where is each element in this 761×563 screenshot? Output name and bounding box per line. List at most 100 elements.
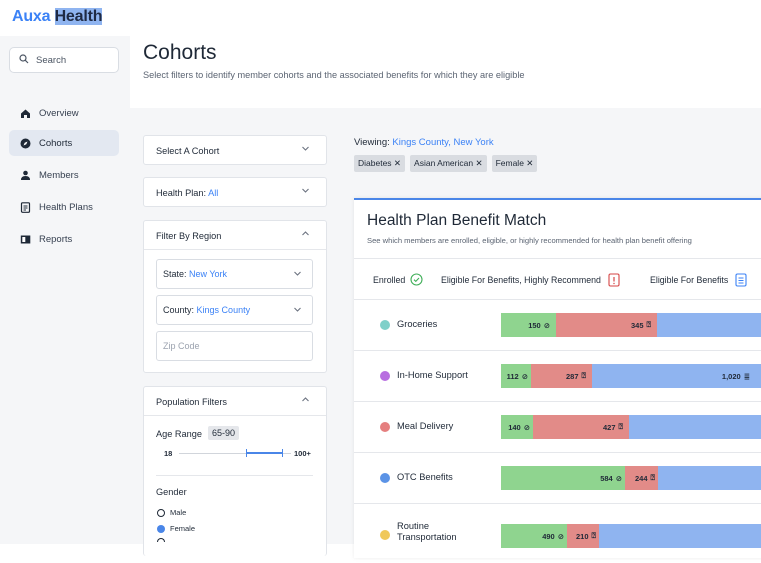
- sidebar-item-members[interactable]: Members: [9, 162, 119, 188]
- age-slider-handle-min[interactable]: [246, 449, 247, 457]
- check-circle-icon: ⊘: [523, 422, 530, 432]
- card-title: Health Plan Benefit Match: [367, 212, 547, 229]
- enrolled-segment[interactable]: 150 ⊘: [501, 313, 556, 337]
- home-icon: [20, 108, 31, 119]
- population-filter-title: Population Filters: [156, 397, 227, 407]
- benefit-label: Groceries: [397, 319, 438, 329]
- benefit-row[interactable]: Groceries 150 ⊘ 345 ⍰: [354, 300, 761, 351]
- recommend-segment[interactable]: 427 ⍰: [533, 415, 629, 439]
- sidebar-item-label: Health Plans: [39, 201, 93, 213]
- legend-enrolled-label: Enrolled: [373, 274, 406, 285]
- enrolled-segment[interactable]: 112 ⊘: [501, 364, 531, 388]
- gender-option-male[interactable]: Male: [157, 508, 186, 517]
- sidebar-item-reports[interactable]: Reports: [9, 226, 119, 252]
- eligible-segment[interactable]: [658, 466, 761, 490]
- sidebar-item-overview[interactable]: Overview: [9, 100, 119, 126]
- state-dropdown[interactable]: State: New York: [156, 259, 313, 289]
- page-header: Cohorts Select filters to identify membe…: [130, 36, 761, 108]
- recommend-count: 287: [565, 371, 579, 381]
- brand-logo[interactable]: Auxa Health: [12, 8, 102, 26]
- search-button[interactable]: Search: [9, 47, 119, 73]
- eligible-segment[interactable]: [657, 313, 761, 337]
- filter-tag-female[interactable]: Female ✕: [491, 155, 538, 172]
- benefit-bar: 112 ⊘ 287 ⍰ 1,020 ≣: [501, 364, 761, 388]
- sidebar-item-label: Reports: [39, 233, 73, 245]
- person-icon: [20, 170, 31, 181]
- benefit-match-card: Health Plan Benefit Match See which memb…: [354, 198, 761, 558]
- benefit-row[interactable]: Meal Delivery 140 ⊘ 427 ⍰: [354, 402, 761, 453]
- recommend-count: 210: [575, 531, 589, 541]
- benefit-row[interactable]: OTC Benefits 584 ⊘ 244 ⍰: [354, 453, 761, 504]
- recommend-segment[interactable]: 210 ⍰: [567, 524, 599, 548]
- eligible-segment[interactable]: 1,020 ≣: [592, 364, 761, 388]
- alert-document-icon: ⍰: [591, 531, 597, 540]
- viewing-value: Kings County, New York: [392, 137, 494, 148]
- recommend-segment[interactable]: 244 ⍰: [625, 466, 658, 490]
- zip-code-input[interactable]: Zip Code: [156, 331, 313, 361]
- alert-document-icon: ⍰: [646, 320, 652, 329]
- gender-option-label: Female: [170, 524, 196, 533]
- list-document-icon: [735, 273, 747, 287]
- sidebar-item-cohorts[interactable]: Cohorts: [9, 130, 119, 156]
- top-bar: Auxa Health: [0, 0, 761, 36]
- benefit-label: In-Home Support: [397, 370, 468, 380]
- page-title: Cohorts: [143, 41, 217, 64]
- health-plan-label: Health Plan: All: [156, 188, 218, 198]
- eligible-segment[interactable]: [629, 415, 761, 439]
- sidebar-item-health-plans[interactable]: Health Plans: [9, 194, 119, 220]
- enrolled-count: 150: [528, 320, 541, 330]
- benefit-row[interactable]: Routine Transportation 490 ⊘ 210 ⍰: [354, 504, 761, 555]
- chevron-down-icon: [301, 186, 310, 197]
- health-plan-label-text: Health Plan:: [156, 188, 207, 198]
- enrolled-segment[interactable]: 490 ⊘: [501, 524, 567, 548]
- radio-icon[interactable]: [157, 508, 165, 517]
- health-plan-dropdown[interactable]: Health Plan: All: [143, 177, 327, 207]
- state-label: State:: [163, 269, 187, 279]
- alert-document-icon: ⍰: [618, 422, 624, 431]
- filter-tag-diabetes[interactable]: Diabetes ✕: [354, 155, 406, 172]
- age-slider-track[interactable]: [179, 453, 291, 454]
- chevron-down-icon: [293, 305, 302, 316]
- recommend-count: 345: [630, 320, 644, 330]
- legend-recommend-label: Eligible For Benefits, Highly Recommend: [441, 275, 601, 285]
- brand-logo-part2: Health: [54, 8, 103, 25]
- recommend-segment[interactable]: 345 ⍰: [556, 313, 657, 337]
- benefit-color-dot: [380, 371, 390, 381]
- alert-document-icon: ⍰: [650, 473, 656, 482]
- enrolled-count: 112: [506, 371, 519, 381]
- benefit-label: Routine Transportation: [397, 521, 457, 542]
- benefit-color-dot: [380, 473, 390, 483]
- legend-eligible: Eligible For Benefits: [650, 273, 747, 287]
- gender-option-female[interactable]: Female: [157, 524, 195, 533]
- sidebar-item-label: Members: [39, 169, 79, 181]
- alert-document-icon: [608, 273, 620, 287]
- active-filter-tags: Diabetes ✕ Asian American ✕ Female ✕: [354, 155, 538, 172]
- age-min-label: 18: [164, 449, 173, 458]
- county-dropdown[interactable]: County: Kings County: [156, 295, 313, 325]
- benefit-bar: 490 ⊘ 210 ⍰: [501, 524, 761, 548]
- enrolled-segment[interactable]: 140 ⊘: [501, 415, 533, 439]
- select-cohort-dropdown[interactable]: Select A Cohort: [143, 135, 327, 165]
- eligible-segment[interactable]: [599, 524, 761, 548]
- radio-icon[interactable]: [157, 538, 165, 542]
- age-range-label: Age Range: [156, 429, 202, 439]
- recommend-segment[interactable]: 287 ⍰: [531, 364, 592, 388]
- legend-eligible-label: Eligible For Benefits: [650, 275, 729, 285]
- enrolled-count: 490: [542, 531, 555, 541]
- enrolled-segment[interactable]: 584 ⊘: [501, 466, 625, 490]
- benefit-row[interactable]: In-Home Support 112 ⊘ 287 ⍰ 1,020 ≣: [354, 351, 761, 402]
- gender-label: Gender: [156, 487, 187, 497]
- region-filter-title: Filter By Region: [156, 231, 222, 241]
- gender-option-label: Male: [170, 508, 187, 517]
- sidebar-item-label: Overview: [39, 107, 79, 119]
- checked-radio-icon[interactable]: [157, 524, 165, 533]
- age-slider-handle-max[interactable]: [282, 449, 283, 457]
- benefit-bar: 140 ⊘ 427 ⍰: [501, 415, 761, 439]
- document-icon: [20, 201, 31, 213]
- sidebar: Search Overview Cohorts Members Health P…: [0, 36, 130, 544]
- select-cohort-label: Select A Cohort: [156, 146, 220, 156]
- chevron-up-icon[interactable]: [301, 395, 310, 406]
- filter-tag-asian-american[interactable]: Asian American ✕: [410, 155, 487, 172]
- chevron-up-icon[interactable]: [301, 229, 310, 240]
- viewing-label: Viewing:: [354, 137, 390, 148]
